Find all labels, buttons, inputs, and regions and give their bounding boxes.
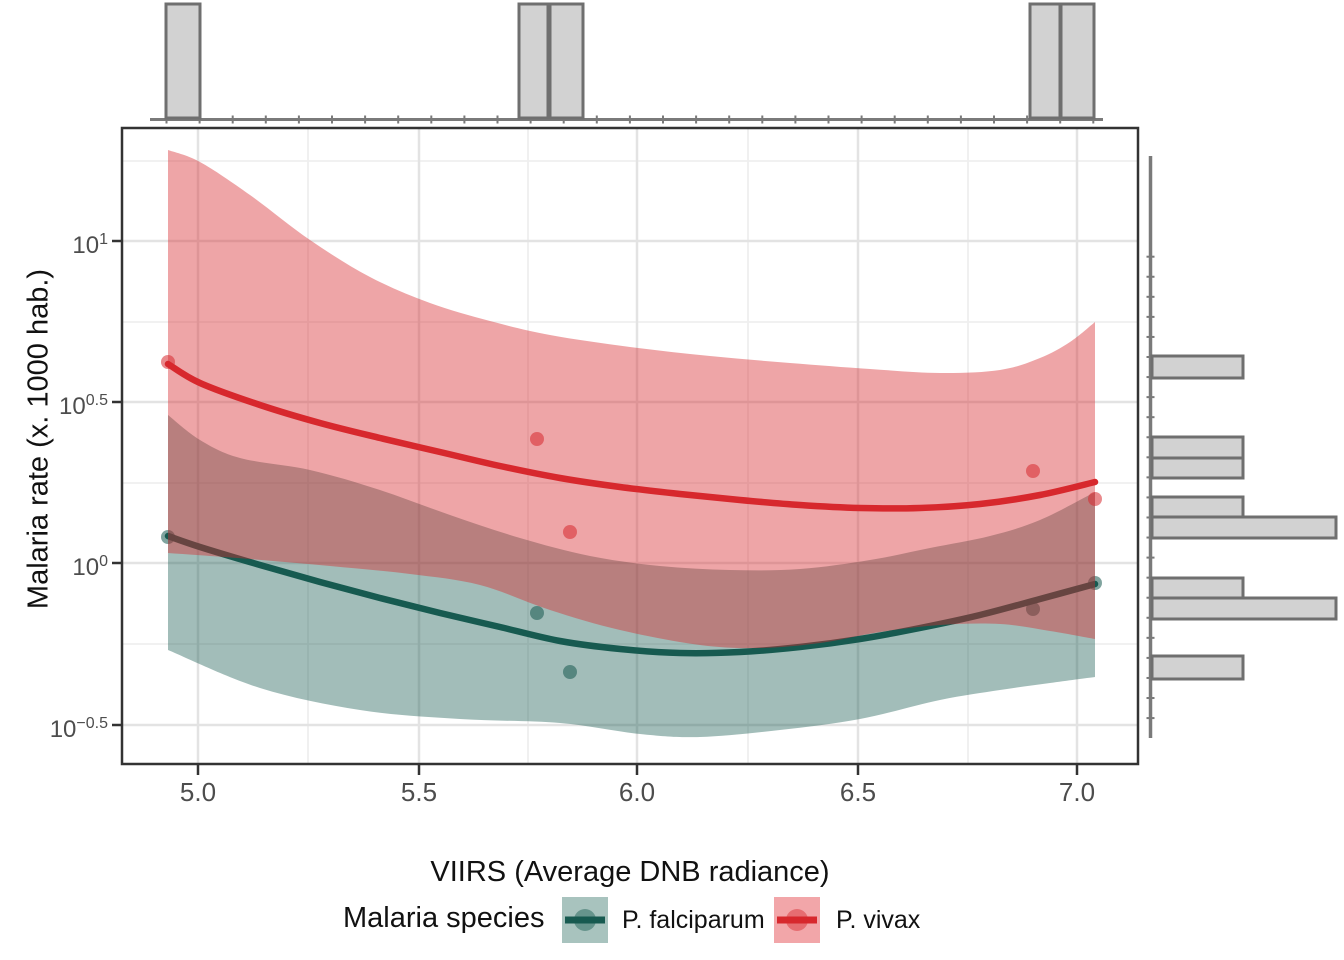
right-histogram-bar xyxy=(1150,515,1338,540)
point-vivax xyxy=(530,432,544,446)
panel-layers xyxy=(122,128,1138,764)
point-falciparum xyxy=(161,530,175,544)
y-tick-label: 10−0.5 xyxy=(49,715,108,743)
y-tick-label: 100 xyxy=(72,553,108,581)
top-histogram-bar xyxy=(548,2,585,120)
legend-key-vivax xyxy=(774,897,820,943)
legend-label-vivax: P. vivax xyxy=(836,906,921,934)
right-histogram-bar xyxy=(1150,576,1245,600)
legend-title: Malaria species xyxy=(343,902,545,934)
right-histogram-bar xyxy=(1150,596,1338,621)
right-histogram-bar xyxy=(1150,354,1245,380)
top-histogram-bar xyxy=(164,2,202,120)
smooth-line-vivax xyxy=(164,360,1099,512)
x-tick-label: 5.0 xyxy=(179,777,217,807)
point-falciparum xyxy=(563,665,577,679)
right-histogram-bar xyxy=(1150,654,1245,681)
ribbon-vivax xyxy=(168,150,1095,649)
y-axis-title: Malaria rate (x. 1000 hab.) xyxy=(22,268,55,610)
ribbon-falciparum xyxy=(168,415,1095,738)
panel-border xyxy=(120,126,1140,766)
x-tick-label: 6.0 xyxy=(618,777,656,807)
right-histogram-bar xyxy=(1150,435,1245,460)
top-histogram-bar xyxy=(517,2,550,120)
point-falciparum xyxy=(1026,602,1040,616)
point-vivax xyxy=(563,525,577,539)
top-histogram-bar xyxy=(1028,2,1062,120)
point-vivax xyxy=(1026,464,1040,478)
right-histogram-bar xyxy=(1150,495,1245,519)
point-vivax xyxy=(1088,492,1102,506)
point-falciparum xyxy=(530,606,544,620)
x-tick-label: 5.5 xyxy=(400,777,438,807)
x-tick-label: 7.0 xyxy=(1058,777,1096,807)
right-histogram-bar xyxy=(1150,456,1245,480)
x-axis-title: VIIRS (Average DNB radiance) xyxy=(430,856,830,888)
y-tick-label: 101 xyxy=(72,231,108,259)
point-falciparum xyxy=(1088,576,1102,590)
vivax-line-icon xyxy=(777,916,817,924)
top-histogram-bar xyxy=(1059,2,1096,120)
y-tick-label: 100.5 xyxy=(59,392,108,420)
legend-label-falciparum: P. falciparum xyxy=(622,906,765,934)
falciparum-line-icon xyxy=(565,916,605,924)
x-tick-label: 6.5 xyxy=(839,777,877,807)
smooth-line-falciparum xyxy=(164,532,1099,657)
legend-key-falciparum xyxy=(562,897,608,943)
